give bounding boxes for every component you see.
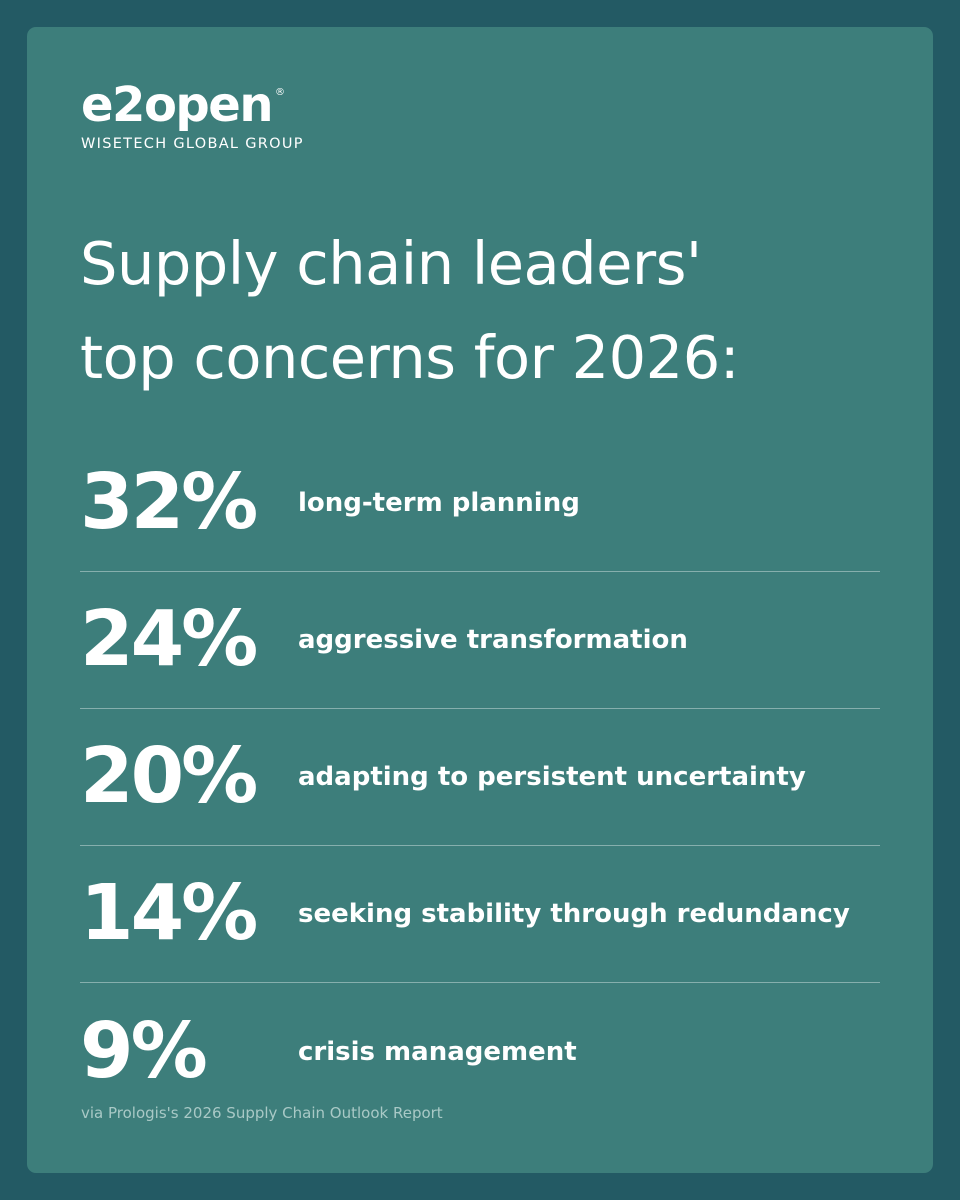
stat-label: adapting to persistent uncertainty: [298, 762, 806, 792]
stat-percent: 32%: [80, 458, 258, 547]
stat-percent: 20%: [80, 732, 258, 821]
e2open-logo: e2open ® WISETECH GLOBAL GROUP: [81, 79, 304, 153]
stat-row: 20% adapting to persistent uncertainty: [80, 709, 880, 846]
stat-label: long-term planning: [298, 488, 580, 518]
stat-row: 14% seeking stability through redundancy: [80, 846, 880, 983]
registered-mark: ®: [275, 87, 286, 98]
stat-label: crisis management: [298, 1036, 577, 1067]
logo-wordmark: e2open ®: [81, 79, 304, 131]
stat-row: 24% aggressive transformation: [80, 572, 880, 709]
source-credit: via Prologis's 2026 Supply Chain Outlook…: [81, 1104, 443, 1122]
stat-label: seeking stability through redundancy: [298, 899, 850, 929]
headline-line-1: Supply chain leaders': [80, 229, 702, 298]
stat-label: aggressive transformation: [298, 625, 688, 655]
stat-row: 9% crisis management: [80, 983, 880, 1120]
headline: Supply chain leaders' top concerns for 2…: [80, 217, 740, 405]
stat-row: 32% long-term planning: [80, 435, 880, 572]
stat-percent: 24%: [80, 595, 258, 684]
stat-percent: 14%: [80, 869, 258, 958]
logo-name: e2open: [81, 77, 274, 133]
stat-percent: 9%: [80, 1006, 208, 1096]
headline-line-2: top concerns for 2026:: [80, 323, 740, 392]
stats-list: 32% long-term planning 24% aggressive tr…: [80, 435, 880, 1120]
infographic-card: e2open ® WISETECH GLOBAL GROUP Supply cha…: [27, 27, 933, 1173]
logo-tagline: WISETECH GLOBAL GROUP: [81, 136, 304, 152]
